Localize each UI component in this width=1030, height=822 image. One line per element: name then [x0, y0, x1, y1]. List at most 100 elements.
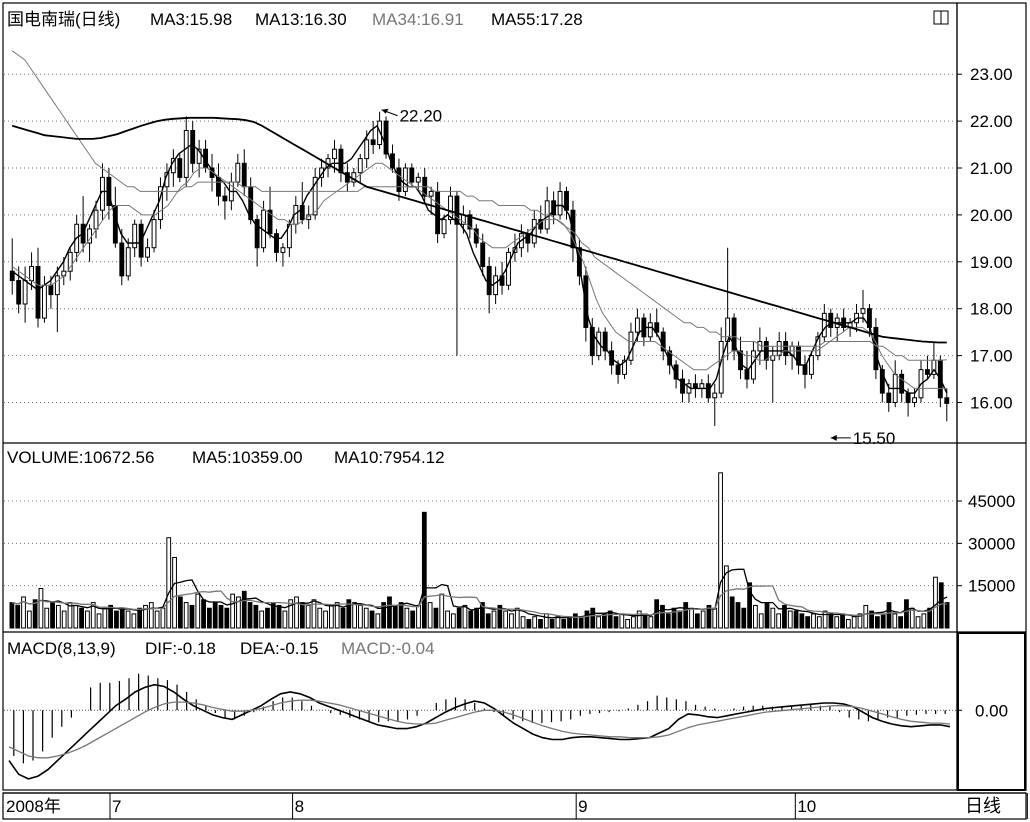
candle [274, 228, 279, 262]
candle [267, 186, 273, 239]
volume-bar [753, 604, 758, 629]
ma-line-ma55 [11, 116, 947, 344]
volume-bar [456, 607, 462, 629]
volume-bar [898, 616, 904, 629]
candle [241, 149, 247, 197]
candle [860, 289, 866, 323]
volume-bar [276, 604, 282, 629]
candle [80, 196, 86, 253]
price-tick-label: 21.00 [970, 159, 1013, 178]
volume-bar [114, 610, 119, 629]
date-axis-frame [2, 792, 1027, 820]
volume-bar [526, 619, 532, 629]
volume-bar [317, 607, 323, 629]
volume-bar [55, 604, 61, 629]
candle [602, 327, 608, 361]
volume-bar [137, 607, 143, 629]
volume-bar [700, 610, 706, 629]
volume-bar [776, 613, 782, 629]
volume-bar [427, 602, 433, 629]
volume-bar [363, 607, 369, 629]
volume-bar [723, 565, 729, 629]
candle [164, 163, 170, 201]
volume-bar [555, 616, 561, 629]
candle [177, 153, 183, 183]
candle [42, 275, 47, 323]
volume-bar [520, 616, 526, 629]
annotation-label: 22.20 [400, 107, 443, 126]
volume-bar [410, 610, 416, 629]
volume-bar [770, 607, 776, 629]
volume-bar [793, 610, 799, 629]
candle [783, 332, 789, 365]
volume-bar [44, 607, 50, 629]
volume-bar [816, 616, 822, 629]
candle [808, 350, 814, 380]
volume-bar [230, 593, 236, 629]
volume-bar [880, 613, 886, 629]
volume-bar [26, 610, 32, 629]
candle [892, 360, 898, 408]
volume-bar [358, 604, 363, 629]
candle [151, 210, 157, 253]
candle [119, 228, 125, 286]
macd-axis-box [957, 632, 1026, 791]
volume-bar [567, 616, 572, 629]
ma-line-ma34 [11, 50, 947, 361]
candle [654, 308, 660, 337]
price-header-ma34: MA34:16.91 [372, 10, 464, 29]
volume-bar [474, 607, 479, 629]
volume-bar [212, 602, 218, 629]
volume-bar [125, 610, 131, 629]
price-tick-label: 23.00 [970, 65, 1013, 84]
price-header-ma13: MA13:16.30 [255, 10, 347, 29]
volume-bar [265, 607, 270, 629]
volume-bar [79, 607, 84, 629]
volume-bar [863, 604, 869, 629]
candle [564, 186, 569, 220]
volume-bar [73, 604, 79, 629]
volume-panel [9, 472, 950, 629]
candle [680, 369, 685, 403]
candle [35, 247, 41, 328]
volume-bar [857, 613, 863, 629]
volume-bar [869, 610, 874, 629]
volume-bar [509, 613, 514, 629]
volume-bar [462, 604, 468, 629]
volume-bar [433, 607, 439, 629]
macd-header-name: MACD(8,13,9) [7, 639, 116, 658]
volume-bar [218, 604, 224, 629]
volume-bar [9, 602, 15, 629]
volume-bar [259, 610, 265, 629]
volume-bar [532, 616, 538, 629]
volume-bar [189, 604, 195, 629]
candle [235, 153, 241, 187]
candle [54, 266, 60, 333]
candle [744, 350, 750, 389]
volume-bar [381, 602, 387, 629]
price-panel: 22.20 15.50 [9, 50, 950, 448]
volume-bar [660, 604, 665, 629]
volume-bar [596, 616, 601, 629]
candle [506, 247, 511, 290]
window-toggle-icon[interactable] [933, 10, 949, 25]
volume-bar [15, 604, 21, 629]
candle [254, 214, 260, 267]
volume-bar [236, 596, 241, 629]
macd-header-macd: MACD:-0.04 [341, 639, 435, 658]
volume-bar [404, 607, 410, 629]
price-tick-label: 19.00 [970, 253, 1013, 272]
volume-bar [480, 602, 485, 629]
volume-bar [50, 602, 55, 629]
volume-bar [224, 607, 230, 629]
volume-bar [102, 607, 108, 629]
candle [551, 191, 557, 225]
volume-bar [148, 602, 154, 629]
volume-bar [416, 604, 421, 629]
volume-bar [503, 610, 509, 629]
candle [415, 172, 421, 192]
volume-bar [886, 602, 892, 629]
volume-bar [677, 610, 683, 629]
price-header-ma55: MA55:17.28 [491, 10, 583, 29]
volume-bar [648, 616, 654, 629]
